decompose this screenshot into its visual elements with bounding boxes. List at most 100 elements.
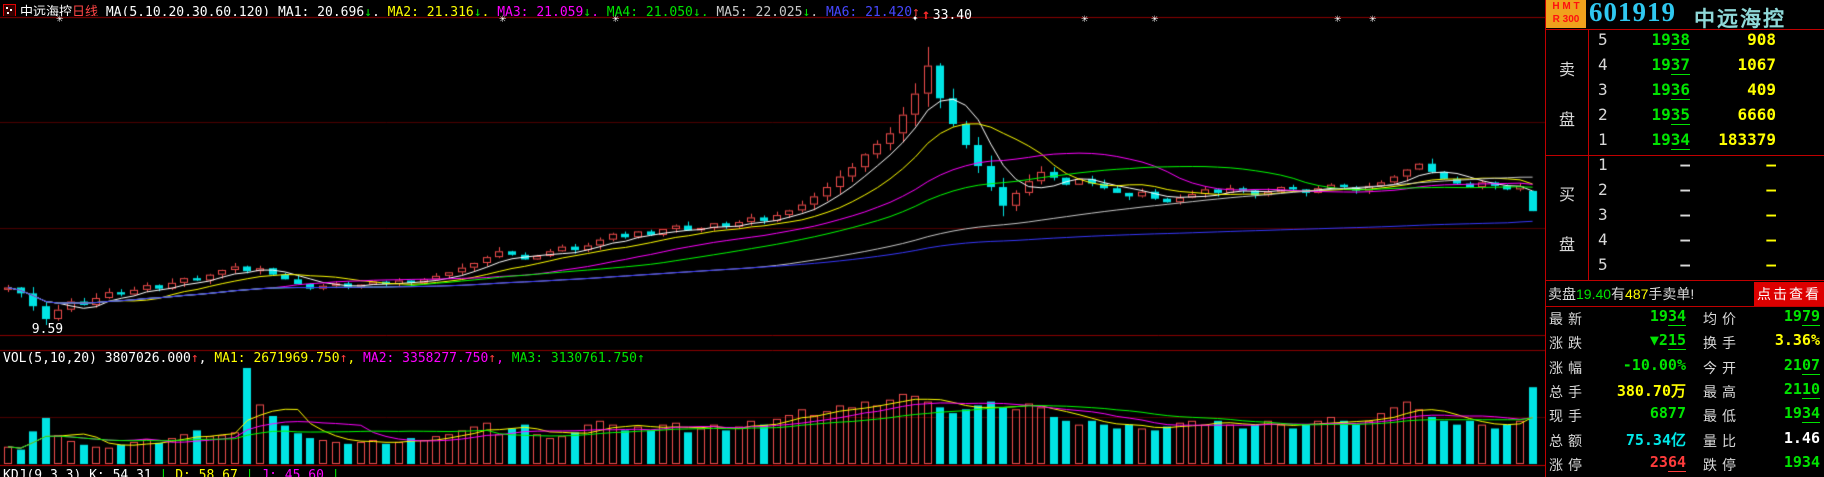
text-segment: , [810, 5, 826, 16]
text-segment: 19.40 [1576, 286, 1612, 302]
sell-queue-ticker: 卖盘19.40有487手卖单! 点击查看 [1548, 281, 1824, 306]
low-price-label: 9.59 [31, 322, 64, 337]
index-badge[interactable]: H M T R 300 [1546, 0, 1586, 28]
event-marker-icon: ✳ [1151, 14, 1159, 24]
peak-diamond-icon: ✦ [911, 14, 919, 23]
text-segment: MA6: 21.420 [825, 5, 913, 16]
kline-volume-canvas[interactable] [0, 0, 1546, 477]
stat-label: 量比 [1703, 432, 1741, 449]
stat-label: 涨跌 [1549, 335, 1587, 352]
text-segment: ↑ [339, 351, 348, 366]
text-segment: , [371, 5, 388, 16]
stat-row: 现手 6877 最低 1934 [1546, 404, 1824, 428]
quote-panel: H M T R 300 601919 中远海控 卖 盘 买 盘 5 1938 908… [1546, 0, 1824, 477]
decimal-part: 38 [1670, 30, 1690, 50]
text-segment: , [496, 351, 512, 366]
stat-label: 最高 [1703, 383, 1741, 400]
buy-row-5[interactable]: 5 — — [1590, 255, 1822, 280]
stat-row: 涨停 2364 跌停 1934 [1546, 452, 1824, 477]
level-volume: 908 [1747, 30, 1776, 49]
sell-row-2[interactable]: 2 1935 6660 [1590, 105, 1822, 130]
level-index: 1 [1598, 130, 1608, 149]
decimal-part: 64 [1667, 452, 1686, 472]
stat-value: 380.70万 [1616, 381, 1686, 400]
level-index: 5 [1598, 30, 1608, 49]
text-segment: KDJ(9,3,3) [3, 468, 90, 477]
decimal-part: 34 [1670, 130, 1690, 150]
stat-value: 2110 [1783, 379, 1820, 399]
stat-value: 1934 [1649, 307, 1686, 326]
chart-header-text: 中远海控日线 MA(5,10,20,30,60,120) MA1: 20.696… [20, 5, 920, 16]
text-segment: MA3: 21.059 [497, 5, 584, 16]
buy-row-3[interactable]: 3 — — [1590, 205, 1822, 230]
stat-label: 涨幅 [1549, 359, 1587, 376]
text-segment: MA3: 3130761.750 [511, 351, 637, 366]
text-segment: ↓ [692, 5, 701, 16]
sell-queue: 5 1938 908 4 1937 1067 3 1936 409 2 1935 6660 1 1934 1… [1546, 30, 1824, 155]
stat-row: 涨跌 ▼215 换手 3.36% [1546, 331, 1824, 355]
level-index: 4 [1598, 230, 1608, 249]
level-volume: — [1766, 230, 1776, 249]
level-price: 1938 [1651, 30, 1690, 50]
event-marker-icon: ✳ [56, 14, 64, 24]
text-segment: J: 45.60 [261, 468, 324, 477]
text-segment: MA2: 3358277.750 [363, 351, 489, 366]
text-segment: ↑ [488, 351, 497, 366]
text-segment: K: 54.31 [89, 468, 152, 477]
text-segment: MA4: 21.050 [606, 5, 693, 16]
event-marker-icon: ✳ [1081, 14, 1089, 24]
text-segment: ↓ [364, 5, 372, 16]
text-segment: | [151, 468, 176, 477]
buy-row-2[interactable]: 2 — — [1590, 180, 1822, 205]
divider [1546, 306, 1824, 307]
volume-header: VOL(5,10,20) 3807026.000↑, MA1: 2671969.… [3, 351, 1543, 367]
buy-row-1[interactable]: 1 — — [1590, 155, 1822, 180]
level-volume: 6660 [1737, 105, 1776, 124]
sell-side-label: 卖 [1559, 62, 1576, 79]
level-volume: 1067 [1737, 55, 1776, 74]
text-segment: VOL(5,10,20) [3, 351, 105, 366]
stat-value: 6877 [1649, 404, 1686, 423]
text-segment: MA1: 20.696 [278, 5, 365, 16]
sell-row-1[interactable]: 1 1934 183379 [1590, 130, 1822, 155]
badge-line2: R 300 [1552, 14, 1580, 25]
stat-value: 75.34亿 [1625, 430, 1686, 449]
decimal-part: 37 [1670, 55, 1690, 75]
stat-label: 总额 [1549, 432, 1587, 449]
sell-row-4[interactable]: 4 1937 1067 [1590, 55, 1822, 80]
text-segment: 有 [1611, 286, 1626, 302]
view-details-button[interactable]: 点击查看 [1754, 282, 1824, 306]
level-index: 2 [1598, 180, 1608, 199]
text-segment: ↓ [473, 5, 482, 16]
level-index: 4 [1598, 55, 1608, 74]
divider [1546, 29, 1824, 30]
sell-row-3[interactable]: 3 1936 409 [1590, 80, 1822, 105]
sell-side-label: 盘 [1559, 112, 1576, 129]
text-segment: , [591, 5, 607, 16]
text-segment: 3807026.000 [104, 351, 191, 366]
text-segment: MA2: 21.316 [387, 5, 474, 16]
level-volume: — [1766, 205, 1776, 224]
stat-row: 总额 75.34亿 量比 1.46 [1546, 429, 1824, 453]
stat-value: -10.00% [1622, 355, 1686, 374]
stat-row: 最新 1934 均价 1979 [1546, 307, 1824, 331]
divider [1546, 280, 1824, 281]
level-price: — [1680, 255, 1690, 274]
text-segment: 日线 [72, 5, 99, 16]
buy-row-4[interactable]: 4 — — [1590, 230, 1822, 255]
buy-side-label: 买 [1559, 187, 1576, 204]
sell-row-5[interactable]: 5 1938 908 [1590, 30, 1822, 55]
stat-label: 最低 [1703, 408, 1741, 425]
level-index: 5 [1598, 255, 1608, 274]
badge-line1: H M T [1552, 1, 1580, 12]
text-segment: 手卖单! [1648, 286, 1695, 302]
level-price: — [1680, 180, 1690, 199]
peak-arrow-icon: ↑ [921, 7, 931, 23]
stat-value: 1934 [1783, 452, 1820, 471]
text-segment: MA(5,10,20,30,60,120) [98, 5, 279, 16]
level-volume: 183379 [1718, 130, 1776, 149]
text-segment: MA5: 22.025 [716, 5, 803, 16]
app-icon[interactable] [3, 4, 16, 16]
level-price: 1936 [1651, 80, 1690, 100]
event-marker-icon: ✳ [1369, 14, 1377, 24]
